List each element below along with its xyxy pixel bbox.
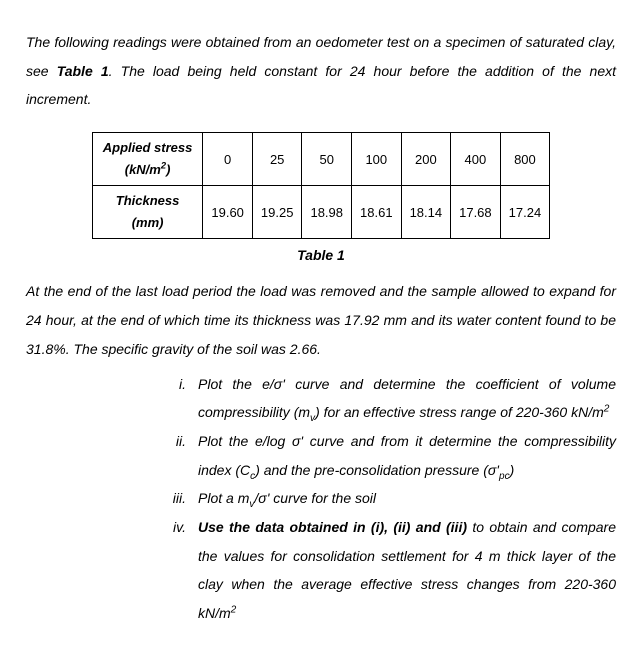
item-number: iii.	[156, 484, 186, 513]
stress-label-line1: Applied stress	[103, 140, 193, 155]
thickness-label-line1: Thickness	[116, 193, 180, 208]
cell: 18.14	[401, 186, 451, 239]
list-item: ii. Plot the e/log σ' curve and from it …	[156, 427, 616, 484]
intro-text-b: . The load being held constant for 24 ho…	[26, 63, 616, 108]
cell: 800	[500, 133, 550, 186]
list-item: iii. Plot a mv/σ' curve for the soil	[156, 484, 616, 513]
table-row: Thickness (mm) 19.60 19.25 18.98 18.61 1…	[92, 186, 549, 239]
item-text: /σ' curve for the soil	[254, 490, 376, 506]
list-item: iv. Use the data obtained in (i), (ii) a…	[156, 513, 616, 628]
row-header-thickness: Thickness (mm)	[92, 186, 203, 239]
after-paragraph: At the end of the last load period the l…	[26, 277, 616, 363]
cell: 200	[401, 133, 451, 186]
question-list: i. Plot the e/σ' curve and determine the…	[156, 370, 616, 628]
item-number: ii.	[156, 427, 186, 456]
item-number: iv.	[156, 513, 186, 542]
superscript: 2	[604, 404, 610, 415]
cell: 17.24	[500, 186, 550, 239]
cell: 18.61	[352, 186, 402, 239]
oedometer-table: Applied stress (kN/m2) 0 25 50 100 200 4…	[92, 132, 550, 239]
cell: 19.25	[252, 186, 302, 239]
cell: 400	[451, 133, 501, 186]
cell: 18.98	[302, 186, 352, 239]
cell: 25	[252, 133, 302, 186]
table-caption: Table 1	[26, 247, 616, 263]
thickness-label-line2: (mm)	[132, 215, 164, 230]
list-item: i. Plot the e/σ' curve and determine the…	[156, 370, 616, 427]
item-text: )	[510, 462, 515, 478]
subscript: pc	[499, 470, 510, 481]
item-bold: Use the data obtained in (i), (ii) and (…	[198, 519, 467, 535]
cell: 17.68	[451, 186, 501, 239]
intro-bold: Table 1	[57, 63, 109, 79]
table-row: Applied stress (kN/m2) 0 25 50 100 200 4…	[92, 133, 549, 186]
cell: 50	[302, 133, 352, 186]
row-header-stress: Applied stress (kN/m2)	[92, 133, 203, 186]
cell: 19.60	[203, 186, 253, 239]
cell: 100	[352, 133, 402, 186]
intro-paragraph: The following readings were obtained fro…	[26, 28, 616, 114]
item-text: ) for an effective stress range of 220-3…	[315, 404, 604, 420]
item-number: i.	[156, 370, 186, 399]
item-text: Plot a m	[198, 490, 249, 506]
cell: 0	[203, 133, 253, 186]
stress-label-line2: (kN/m2)	[125, 162, 171, 177]
superscript: 2	[231, 604, 237, 615]
item-text: ) and the pre-consolidation pressure (σ'	[255, 462, 499, 478]
